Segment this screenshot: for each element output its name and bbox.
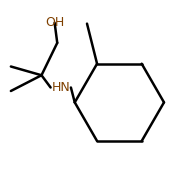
Text: OH: OH [45,16,64,29]
Text: HN: HN [51,81,70,94]
